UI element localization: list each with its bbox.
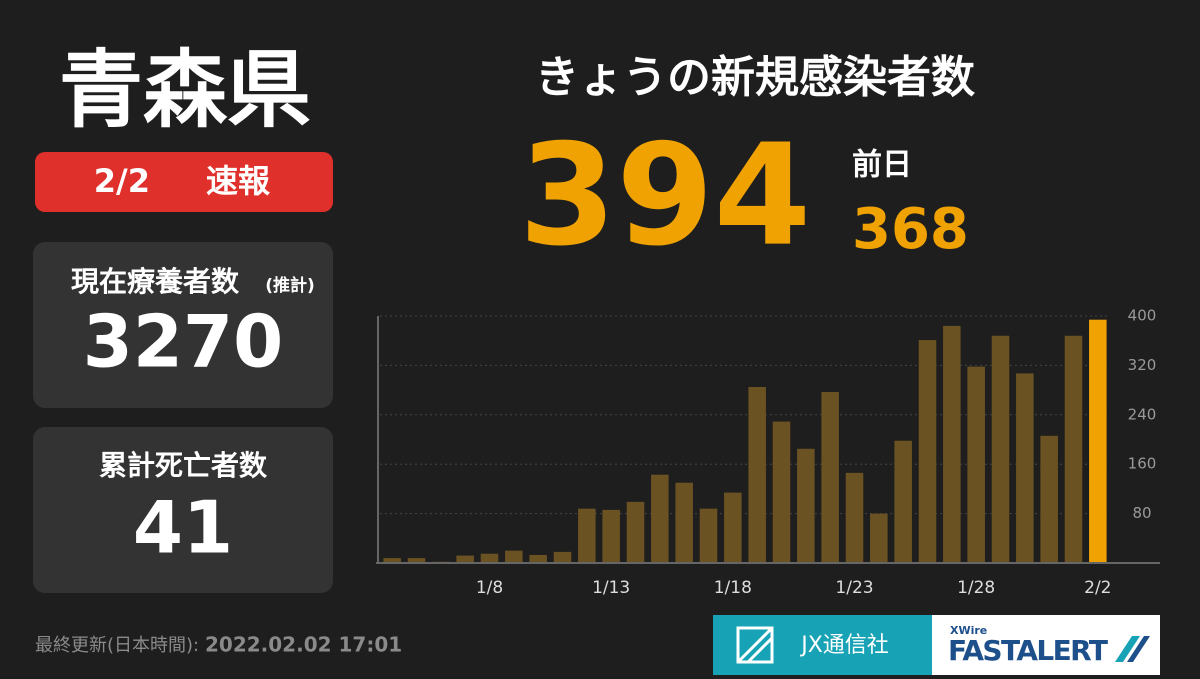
- y-tick-label: 400: [1128, 307, 1157, 325]
- bar: [505, 550, 523, 563]
- bar: [967, 366, 985, 563]
- card: [33, 242, 333, 408]
- x-tick-label: 1/18: [714, 578, 752, 598]
- headline-title: きょうの新規感染者数: [535, 52, 975, 103]
- card-title: 現在療養者数: [71, 265, 240, 298]
- prefecture: 青森県: [59, 41, 311, 139]
- y-tick-label: 160: [1128, 455, 1157, 473]
- bar: [943, 325, 961, 563]
- bar: [918, 340, 937, 563]
- card: [33, 427, 333, 593]
- bar: [578, 508, 596, 563]
- bar: [553, 551, 572, 563]
- bar: [724, 492, 742, 563]
- bar: [748, 387, 766, 563]
- bar: [675, 482, 693, 563]
- bar: [602, 509, 620, 563]
- bar: [383, 558, 401, 563]
- x-tick-label: 2/2: [1084, 578, 1111, 598]
- bar: [821, 391, 839, 563]
- bar: [407, 558, 426, 563]
- bar: [845, 472, 864, 563]
- bar: [1016, 373, 1034, 563]
- bar: [480, 553, 499, 563]
- bar: [699, 508, 718, 563]
- bar: [529, 554, 547, 563]
- jx-logo-icon: [736, 626, 774, 664]
- x-tick-label: 1/28: [957, 578, 995, 598]
- footer-label: 最終更新(日本時間):: [35, 635, 199, 656]
- y-tick-label: 240: [1128, 405, 1157, 423]
- bar: [772, 421, 791, 563]
- previous-value: 368: [852, 197, 969, 262]
- x-tick-label: 1/13: [592, 578, 630, 598]
- bar-chart: 80 160 240 320 400 1/8 1/13 1/18 1/23 1/28 2/2: [376, 307, 1160, 598]
- bar: [870, 513, 888, 563]
- card-note: (推計): [265, 275, 315, 296]
- card-value: 41: [133, 486, 233, 570]
- footer-timestamp: 2022.02.02 17:01: [205, 633, 402, 657]
- xwire-text: XWire: [950, 624, 987, 637]
- fastalert-text: FASTALERT: [948, 634, 1108, 667]
- bar: [626, 501, 645, 563]
- card-title: 累計死亡者数: [99, 449, 268, 482]
- bar: [456, 555, 474, 563]
- bar: [651, 474, 669, 563]
- badge-date: 2/2: [94, 162, 150, 200]
- bar: [1089, 319, 1107, 563]
- jx-logo-box: [713, 615, 932, 675]
- fastalert-mark: [1127, 636, 1150, 662]
- y-tick-label: 80: [1132, 504, 1151, 522]
- previous-label: 前日: [852, 148, 912, 183]
- y-tick-label: 320: [1128, 356, 1157, 374]
- card-value: 3270: [83, 300, 283, 384]
- x-tick-label: 1/23: [835, 578, 873, 598]
- fastalert-mark: [1115, 636, 1140, 662]
- bar: [797, 448, 815, 563]
- bar: [1064, 335, 1083, 563]
- bar: [991, 335, 1010, 563]
- bar: [894, 440, 912, 563]
- jx-logo-text: JX通信社: [799, 633, 889, 658]
- badge-label: 速報: [206, 162, 270, 200]
- headline-value: 394: [519, 115, 811, 278]
- bar: [1040, 435, 1058, 563]
- x-tick-label: 1/8: [476, 578, 503, 598]
- fastalert-logo-box: [932, 615, 1160, 675]
- badge: [35, 152, 333, 212]
